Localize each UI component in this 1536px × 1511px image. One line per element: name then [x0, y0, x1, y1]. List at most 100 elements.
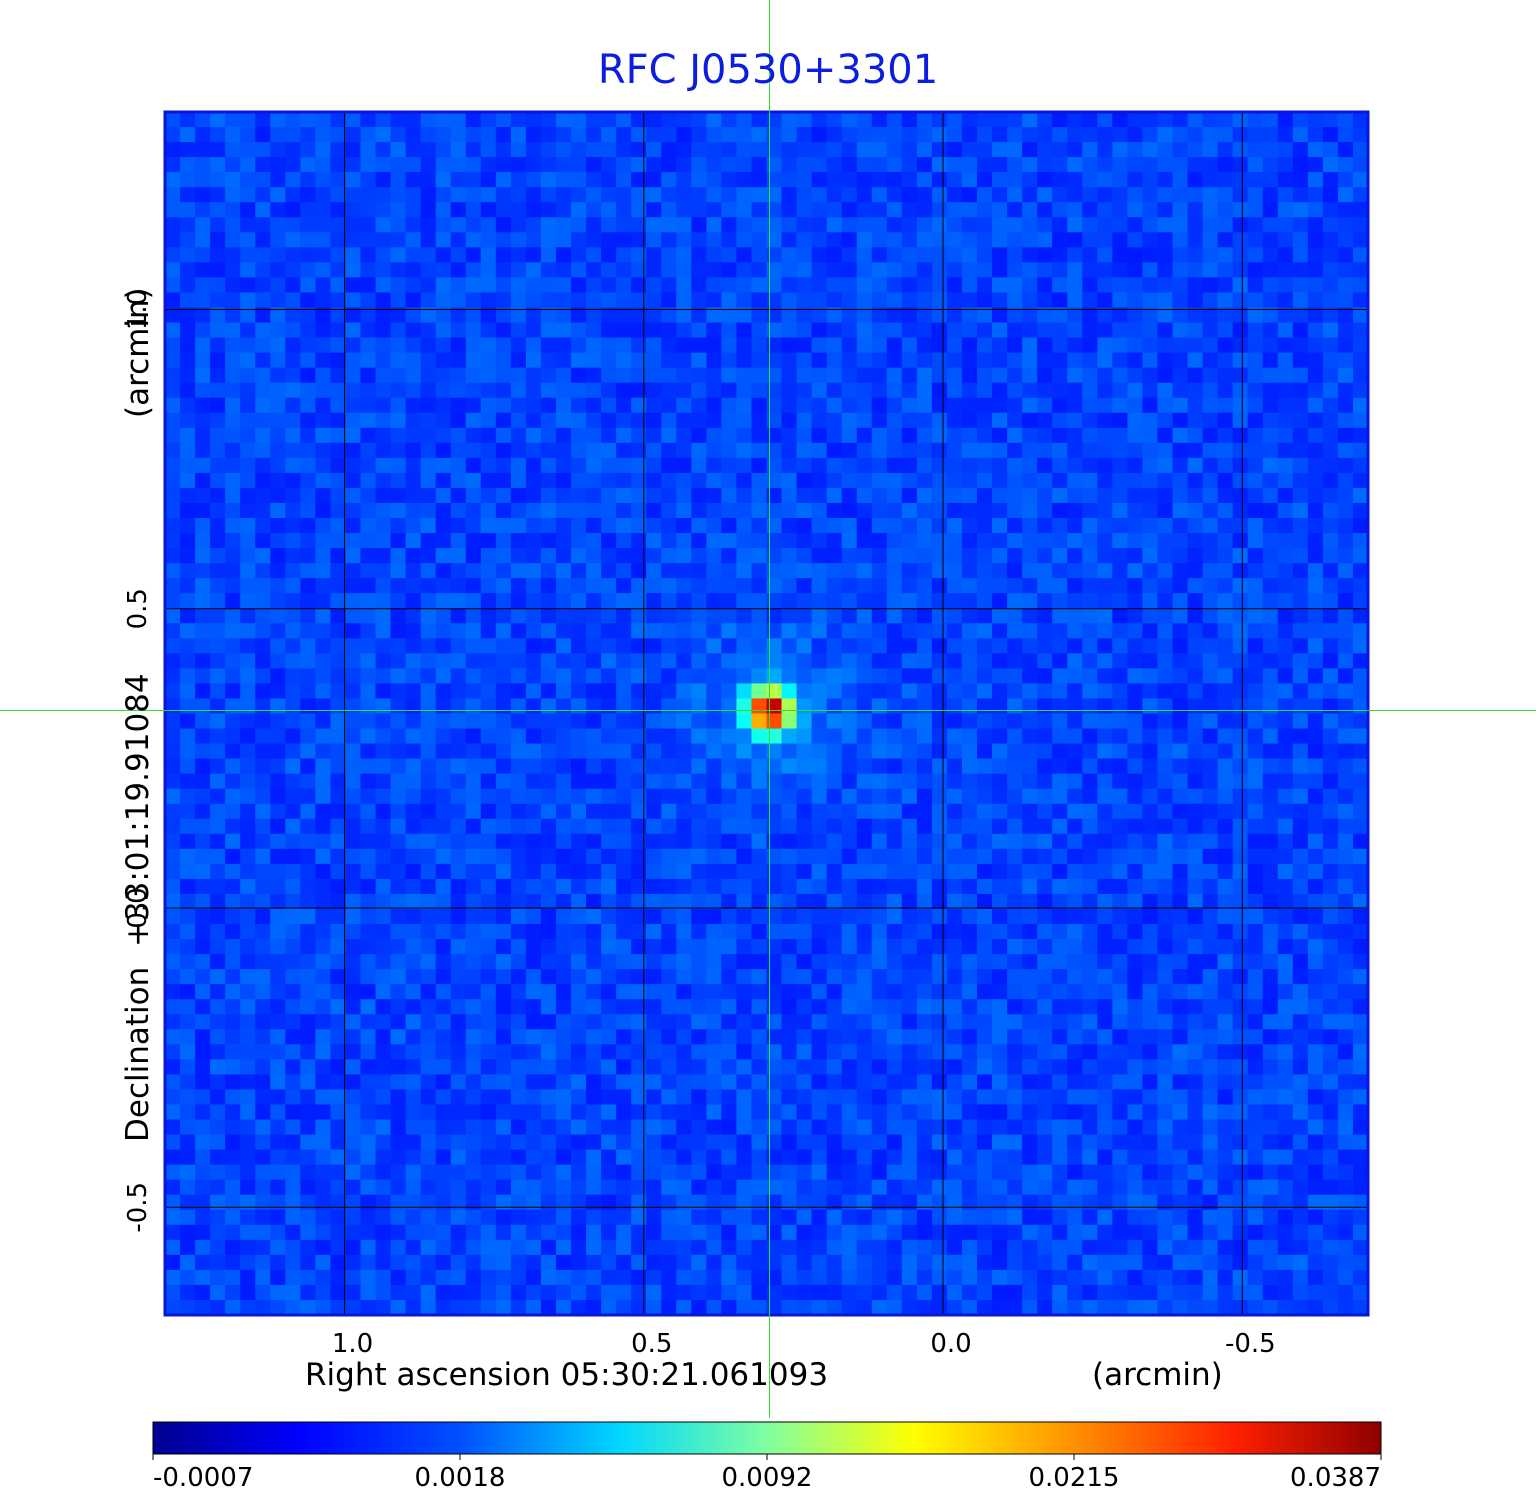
map-pixel — [540, 818, 557, 835]
map-pixel — [1217, 397, 1234, 414]
map-pixel — [616, 833, 632, 850]
map-pixel — [871, 442, 888, 459]
map-pixel — [676, 818, 692, 835]
map-pixel — [676, 292, 692, 309]
map-pixel — [676, 638, 692, 654]
map-pixel — [1112, 743, 1128, 760]
map-pixel — [1067, 457, 1083, 474]
map-pixel — [992, 713, 1008, 730]
map-pixel — [1322, 157, 1339, 173]
map-pixel — [300, 683, 316, 700]
map-pixel — [435, 668, 452, 685]
map-pixel — [390, 292, 407, 309]
map-pixel — [1187, 833, 1204, 850]
map-pixel — [781, 412, 798, 429]
map-pixel — [195, 939, 211, 955]
map-pixel — [766, 698, 783, 715]
map-pixel — [676, 217, 692, 233]
map-pixel — [1262, 999, 1279, 1015]
map-pixel — [691, 924, 707, 940]
map-pixel — [571, 322, 587, 339]
map-pixel — [1337, 382, 1354, 399]
map-pixel — [435, 954, 452, 970]
map-pixel — [315, 457, 332, 474]
map-pixel — [255, 848, 271, 865]
map-pixel — [571, 487, 587, 504]
map-pixel — [1097, 247, 1113, 263]
map-pixel — [255, 608, 271, 624]
map-pixel — [225, 427, 241, 444]
map-pixel — [811, 157, 828, 173]
map-pixel — [691, 457, 707, 474]
map-pixel — [1232, 292, 1249, 309]
map-pixel — [841, 487, 858, 504]
map-pixel — [495, 127, 512, 143]
map-pixel — [420, 1029, 437, 1045]
map-pixel — [992, 954, 1008, 970]
map-pixel — [796, 1014, 813, 1030]
map-pixel — [691, 352, 707, 369]
map-pixel — [270, 668, 286, 685]
map-pixel — [405, 277, 422, 294]
map-pixel — [240, 112, 256, 128]
map-pixel — [1262, 773, 1279, 790]
map-pixel — [586, 157, 602, 173]
map-pixel — [571, 172, 587, 188]
map-pixel — [390, 142, 407, 158]
map-pixel — [1052, 698, 1068, 715]
map-pixel — [1217, 337, 1234, 354]
map-pixel — [390, 127, 407, 143]
map-pixel — [691, 954, 707, 970]
map-pixel — [916, 472, 933, 489]
map-pixel — [796, 442, 813, 459]
map-pixel — [255, 397, 271, 414]
map-pixel — [946, 1029, 963, 1045]
map-pixel — [285, 758, 301, 775]
map-pixel — [646, 758, 662, 775]
map-pixel — [1112, 142, 1128, 158]
map-pixel — [841, 863, 858, 880]
map-pixel — [1277, 683, 1294, 700]
map-pixel — [330, 518, 347, 534]
map-pixel — [300, 713, 316, 730]
map-pixel — [165, 487, 181, 504]
map-pixel — [901, 548, 918, 564]
map-pixel — [916, 322, 933, 339]
map-pixel — [721, 487, 738, 504]
map-pixel — [1097, 1014, 1113, 1030]
map-pixel — [405, 939, 422, 955]
map-pixel — [1187, 878, 1204, 895]
map-pixel — [1202, 292, 1219, 309]
map-pixel — [676, 412, 692, 429]
map-pixel — [480, 758, 497, 775]
map-pixel — [916, 668, 933, 685]
map-pixel — [510, 127, 527, 143]
map-pixel — [540, 683, 557, 700]
map-pixel — [691, 142, 707, 158]
map-pixel — [856, 818, 873, 835]
map-pixel — [1067, 382, 1083, 399]
map-pixel — [1067, 908, 1083, 925]
map-pixel — [270, 924, 286, 940]
map-pixel — [495, 954, 512, 970]
map-pixel — [992, 382, 1008, 399]
map-pixel — [1142, 893, 1159, 910]
map-pixel — [1292, 472, 1309, 489]
map-pixel — [916, 939, 933, 955]
map-pixel — [1097, 984, 1113, 1000]
map-pixel — [285, 367, 301, 384]
map-pixel — [916, 382, 933, 399]
map-pixel — [1322, 457, 1339, 474]
map-pixel — [285, 578, 301, 594]
map-pixel — [1082, 653, 1098, 669]
map-pixel — [345, 518, 362, 534]
map-pixel — [571, 999, 587, 1015]
map-pixel — [1277, 623, 1294, 639]
map-pixel — [1202, 984, 1219, 1000]
map-pixel — [1007, 743, 1023, 760]
map-pixel — [916, 788, 933, 805]
map-pixel — [766, 563, 783, 579]
map-pixel — [240, 954, 256, 970]
map-pixel — [1187, 788, 1204, 805]
map-pixel — [706, 382, 722, 399]
